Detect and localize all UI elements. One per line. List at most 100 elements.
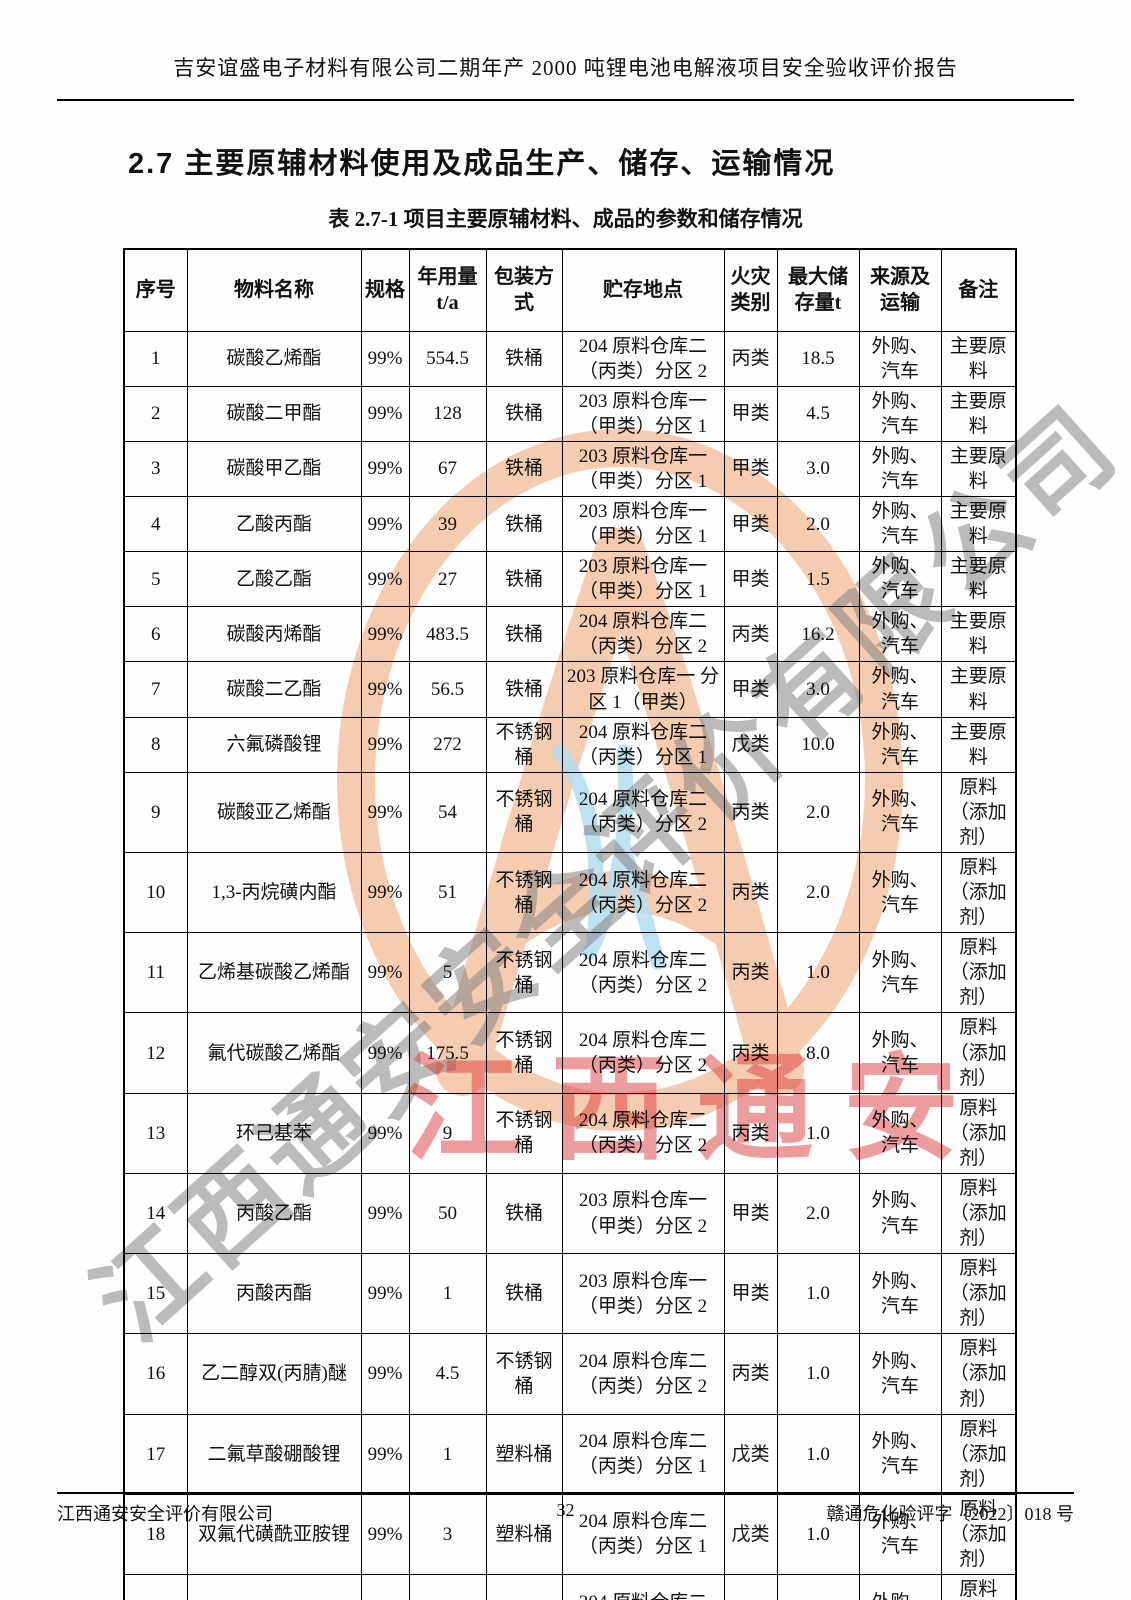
table-caption: 表 2.7-1 项目主要原辅材料、成品的参数和储存情况: [328, 207, 803, 231]
table-cell: 丙类: [723, 606, 778, 663]
table-cell: 丙类: [723, 851, 778, 934]
table-cell: 乙酸丙酯: [186, 495, 362, 553]
table-row: 11 乙烯基碳酸乙烯酯 99% 5 不锈钢桶 204 原料仓库二（丙类）分区 2 丙类 1.0…: [123, 932, 1017, 1014]
table-cell: 原料（添加剂）: [940, 1333, 1017, 1415]
table-cell: 204 原料仓库二（丙类）分区 1: [561, 1413, 725, 1495]
table-cell: 1.5: [776, 551, 860, 608]
table-cell: 1,3-丙烷磺内酯: [186, 851, 362, 934]
table-cell: 原料（添加剂）: [940, 1092, 1017, 1174]
table-cell: 铁桶: [485, 440, 563, 497]
table-row: 10 1,3-丙烷磺内酯 99% 51 不锈钢桶 204 原料仓库二（丙类）分区 2 丙类 2…: [123, 851, 1017, 934]
column-header: 火灾类别: [723, 248, 778, 332]
table-cell: 204 原料仓库二（丙类）分区 2: [561, 1092, 725, 1174]
footer-doc-number: 赣通危化验评字〔2022〕018 号: [826, 1504, 1075, 1524]
table-cell: 乙二醇双(丙腈)醚: [186, 1333, 362, 1415]
table-cell: 丙酸丙酯: [186, 1253, 362, 1335]
table-cell: 不锈钢桶: [485, 932, 563, 1014]
table-cell: 99%: [360, 932, 410, 1014]
table-cell: 丙类: [723, 932, 778, 1014]
table-cell: 铁桶: [485, 551, 563, 608]
table-row: 12 氟代碳酸乙烯酯 99% 175.5 不锈钢桶 204 原料仓库二（丙类）分区 2 丙类…: [123, 1012, 1017, 1094]
table-row: 7 碳酸二乙酯 99% 56.5 铁桶 203 原料仓库一 分区 1（甲类） 甲类 3.0 外购…: [123, 661, 1017, 718]
table-cell: 99%: [360, 1253, 410, 1335]
table-row: 5 乙酸乙酯 99% 27 铁桶 203 原料仓库一（甲类）分区 1 甲类 1.5 外购、汽车主…: [123, 551, 1017, 608]
table-cell: 外购、汽车: [858, 1253, 942, 1335]
column-header: 备注: [940, 248, 1017, 332]
column-header: 规格: [360, 248, 410, 332]
table-cell: 戊类: [723, 1413, 778, 1495]
table-cell: 戊类: [723, 716, 778, 773]
table-cell: 甲类: [723, 440, 778, 497]
table-cell: 99%: [360, 1092, 410, 1174]
table-cell: 99%: [360, 1574, 410, 1600]
table-cell: 外购、汽车: [858, 932, 942, 1014]
table-cell: 67: [408, 440, 487, 497]
table-cell: 甲类: [723, 495, 778, 553]
table-cell: 99%: [360, 1413, 410, 1495]
table-cell: 丙类: [723, 1333, 778, 1415]
table-cell: 1.0: [776, 1333, 860, 1415]
table-cell: 99%: [360, 1172, 410, 1255]
table-cell: 塑料桶: [485, 1574, 563, 1600]
table-cell: 12: [123, 1012, 188, 1094]
table-cell: 203 原料仓库一 分区 1（甲类）: [561, 661, 725, 718]
table-cell: 99%: [360, 661, 410, 718]
table-cell: 不锈钢桶: [485, 1092, 563, 1174]
table-cell: 外购、汽车: [858, 1493, 942, 1576]
column-header: 贮存地点: [561, 248, 725, 332]
table-cell: 外购、汽车: [858, 1092, 942, 1174]
table-cell: 8: [123, 716, 188, 773]
table-cell: 54: [408, 771, 487, 853]
table-cell: 15: [123, 1253, 188, 1335]
section-title: 2.7 主要原辅材料使用及成品生产、储存、运输情况: [128, 148, 836, 180]
table-cell: 外购、汽车: [858, 385, 942, 442]
table-cell: 双氟代磺酰亚胺锂: [186, 1493, 362, 1576]
table-cell: 铁桶: [485, 385, 563, 442]
table-row: 16 乙二醇双(丙腈)醚 99% 4.5 不锈钢桶 204 原料仓库二（丙类）分区 2 丙类…: [123, 1333, 1017, 1415]
table-cell: 原料（添加剂）: [940, 932, 1017, 1014]
table-row: 19硫酸亚乙烯酯99%2.25塑料桶204 原料仓库二（丙类）分区 2丙类1.0…: [123, 1574, 1017, 1600]
table-cell: 铁桶: [485, 606, 563, 663]
table-cell: 99%: [360, 1012, 410, 1094]
table-cell: 甲类: [723, 661, 778, 718]
table-cell: 4.5: [776, 385, 860, 442]
table-cell: 铁桶: [485, 495, 563, 553]
table-cell: 1: [408, 1413, 487, 1495]
table-cell: 1.0: [776, 1493, 860, 1576]
table-cell: 外购、汽车: [858, 551, 942, 608]
table-row: 6 碳酸丙烯酯 99% 483.5 铁桶 204 原料仓库二（丙类）分区 2 丙类 16.2 外…: [123, 606, 1017, 663]
table-cell: 3: [123, 440, 188, 497]
table-cell: 1: [123, 330, 188, 387]
table-cell: 99%: [360, 440, 410, 497]
table-cell: 戊类: [723, 1493, 778, 1576]
table-cell: 原料（添加剂）: [940, 771, 1017, 853]
table-cell: 2.0: [776, 771, 860, 853]
table-cell: 203 原料仓库一（甲类）分区 2: [561, 1253, 725, 1335]
footer-divider: [57, 1492, 1074, 1494]
table-cell: 99%: [360, 330, 410, 387]
table-cell: 外购、汽车: [858, 851, 942, 934]
table-cell: 塑料桶: [485, 1493, 563, 1576]
table-cell: 主要原料: [940, 606, 1017, 663]
table-cell: 2.0: [776, 851, 860, 934]
column-header: 年用量t/a: [408, 248, 487, 332]
table-cell: 甲类: [723, 551, 778, 608]
table-cell: 铁桶: [485, 1253, 563, 1335]
table-row: 18 双氟代磺酰亚胺锂 99% 3 塑料桶 204 原料仓库二（丙类）分区 1 戊类 1.0 外…: [123, 1493, 1017, 1576]
table-cell: 外购、汽车: [858, 1012, 942, 1094]
table-cell: 1.0: [776, 1253, 860, 1335]
table-cell: 1.0: [776, 1574, 860, 1600]
footer-page-number: 32: [556, 1500, 575, 1520]
table-cell: 483.5: [408, 606, 487, 663]
table-row: 17 二氟草酸硼酸锂 99% 1 塑料桶 204 原料仓库二（丙类）分区 1 戊类 1.0 外购…: [123, 1413, 1017, 1495]
table-cell: 外购、汽车: [858, 771, 942, 853]
table-cell: 碳酸丙烯酯: [186, 606, 362, 663]
table-cell: 硫酸亚乙烯酯: [186, 1574, 362, 1600]
table-cell: 99%: [360, 385, 410, 442]
table-cell: 3.0: [776, 661, 860, 718]
table-cell: 原料（添加剂）: [940, 1413, 1017, 1495]
table-cell: 2.25: [408, 1574, 487, 1600]
column-header: 物料名称: [186, 248, 362, 332]
table-cell: 272: [408, 716, 487, 773]
table-cell: 原料（添加剂）: [940, 1253, 1017, 1335]
